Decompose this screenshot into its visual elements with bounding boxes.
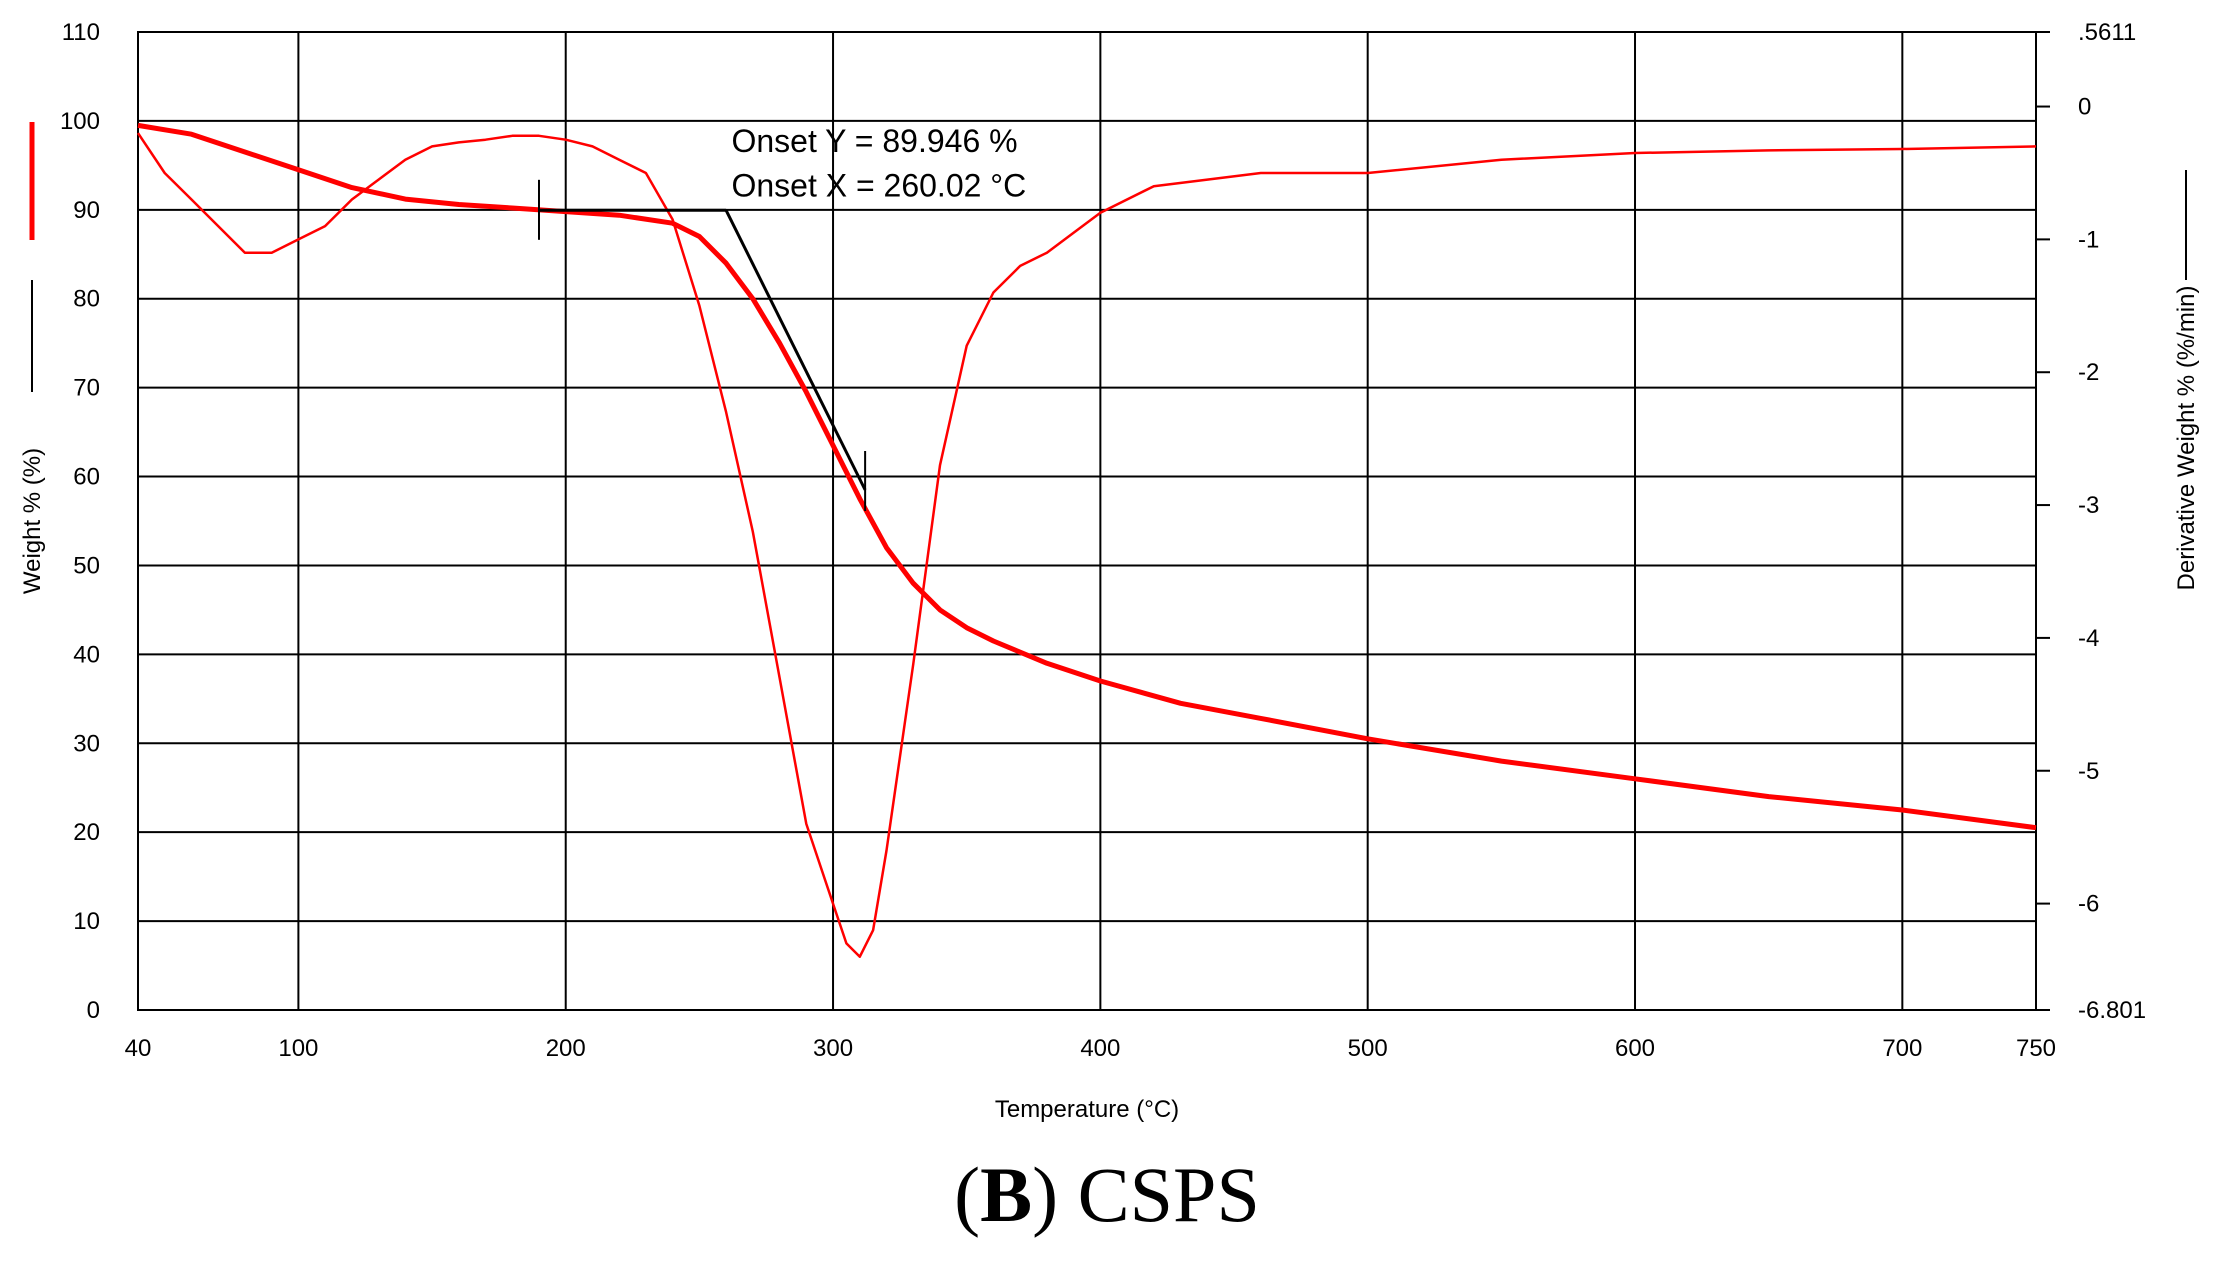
y-left-axis-ticks: 0 10 20 30 40 50 60 70 80 90 100 110 — [60, 19, 100, 1024]
series-layer — [136, 122, 2037, 958]
x-tick-label-8: 750 — [2016, 1035, 2056, 1062]
y-right-axis-ticks: .5611 0 -1 -2 -3 -4 -5 -6 -6.801 — [2036, 19, 2146, 1024]
y-left-tick-label-11: 110 — [62, 19, 100, 46]
x-tick-label-1: 100 — [278, 1035, 318, 1062]
y-left-tick-label-0: 0 — [87, 997, 100, 1024]
x-tick-label-5: 500 — [1348, 1035, 1388, 1062]
x-axis-ticks: 40 100 200 300 400 500 600 700 750 — [125, 1035, 2056, 1062]
y-right-tick-label-5: -4 — [2078, 625, 2099, 652]
y-left-tick-label-2: 20 — [73, 819, 100, 846]
y-left-tick-label-7: 70 — [73, 375, 100, 402]
tga-chart: 40 100 200 300 400 500 600 700 750 0102030405060… — [19, 19, 2200, 1123]
y-right-tick-label-6: -5 — [2078, 758, 2099, 785]
y-left-tick-label-10: 100 — [60, 108, 100, 135]
plot-area — [137, 31, 2037, 1011]
left-axis-title-group: Weight % (%) — [19, 448, 46, 594]
series-derivative-line — [136, 132, 2037, 958]
x-tick-label-6: 600 — [1615, 1035, 1655, 1062]
x-tick-label-7: 700 — [1882, 1035, 1922, 1062]
y-left-tick-label-5: 50 — [73, 552, 100, 579]
caption-text: CSPS — [1058, 1151, 1260, 1238]
y-right-axis-title: Derivative Weight % (%/min) — [2173, 286, 2200, 591]
x-axis-title: Temperature (°C) — [995, 1096, 1179, 1123]
y-right-tick-label-4: -3 — [2078, 492, 2099, 519]
annotations: Onset Y = 89.946 % Onset X = 260.02 °C — [731, 123, 1026, 203]
y-left-tick-label-4: 40 — [73, 641, 100, 668]
y-left-axis-title: Weight % (%) — [19, 448, 46, 594]
x-tick-label-3: 300 — [813, 1035, 853, 1062]
y-right-tick-label-8: -6.801 — [2078, 997, 2146, 1024]
onset-tangent — [724, 209, 867, 491]
right-axis-title-group: Derivative Weight % (%/min) — [2173, 286, 2200, 591]
y-left-tick-label-6: 60 — [73, 464, 100, 491]
onset-annotation-1: Onset X = 260.02 °C — [731, 167, 1026, 203]
y-left-tick-label-9: 90 — [73, 197, 100, 224]
onset-annotation-0: Onset Y = 89.946 % — [731, 123, 1017, 159]
y-right-tick-label-2: -1 — [2078, 226, 2099, 253]
series-weight-line — [137, 122, 2037, 831]
onset-construction — [537, 179, 867, 511]
caption-letter: B — [980, 1151, 1033, 1238]
y-right-tick-label-3: -2 — [2078, 359, 2099, 386]
y-left-tick-label-1: 10 — [73, 908, 100, 935]
y-right-tick-label-1: 0 — [2078, 94, 2091, 121]
y-left-tick-label-3: 30 — [73, 730, 100, 757]
grid — [137, 31, 2037, 1011]
x-tick-label-2: 200 — [546, 1035, 586, 1062]
figure-caption: (B) CSPS — [954, 1151, 1260, 1238]
y-left-tick-label-8: 80 — [73, 286, 100, 313]
x-tick-label-4: 400 — [1080, 1035, 1120, 1062]
y-right-tick-label-0: .5611 — [2078, 19, 2136, 46]
y-right-tick-label-7: -6 — [2078, 891, 2099, 918]
x-tick-label-0: 40 — [125, 1035, 152, 1062]
